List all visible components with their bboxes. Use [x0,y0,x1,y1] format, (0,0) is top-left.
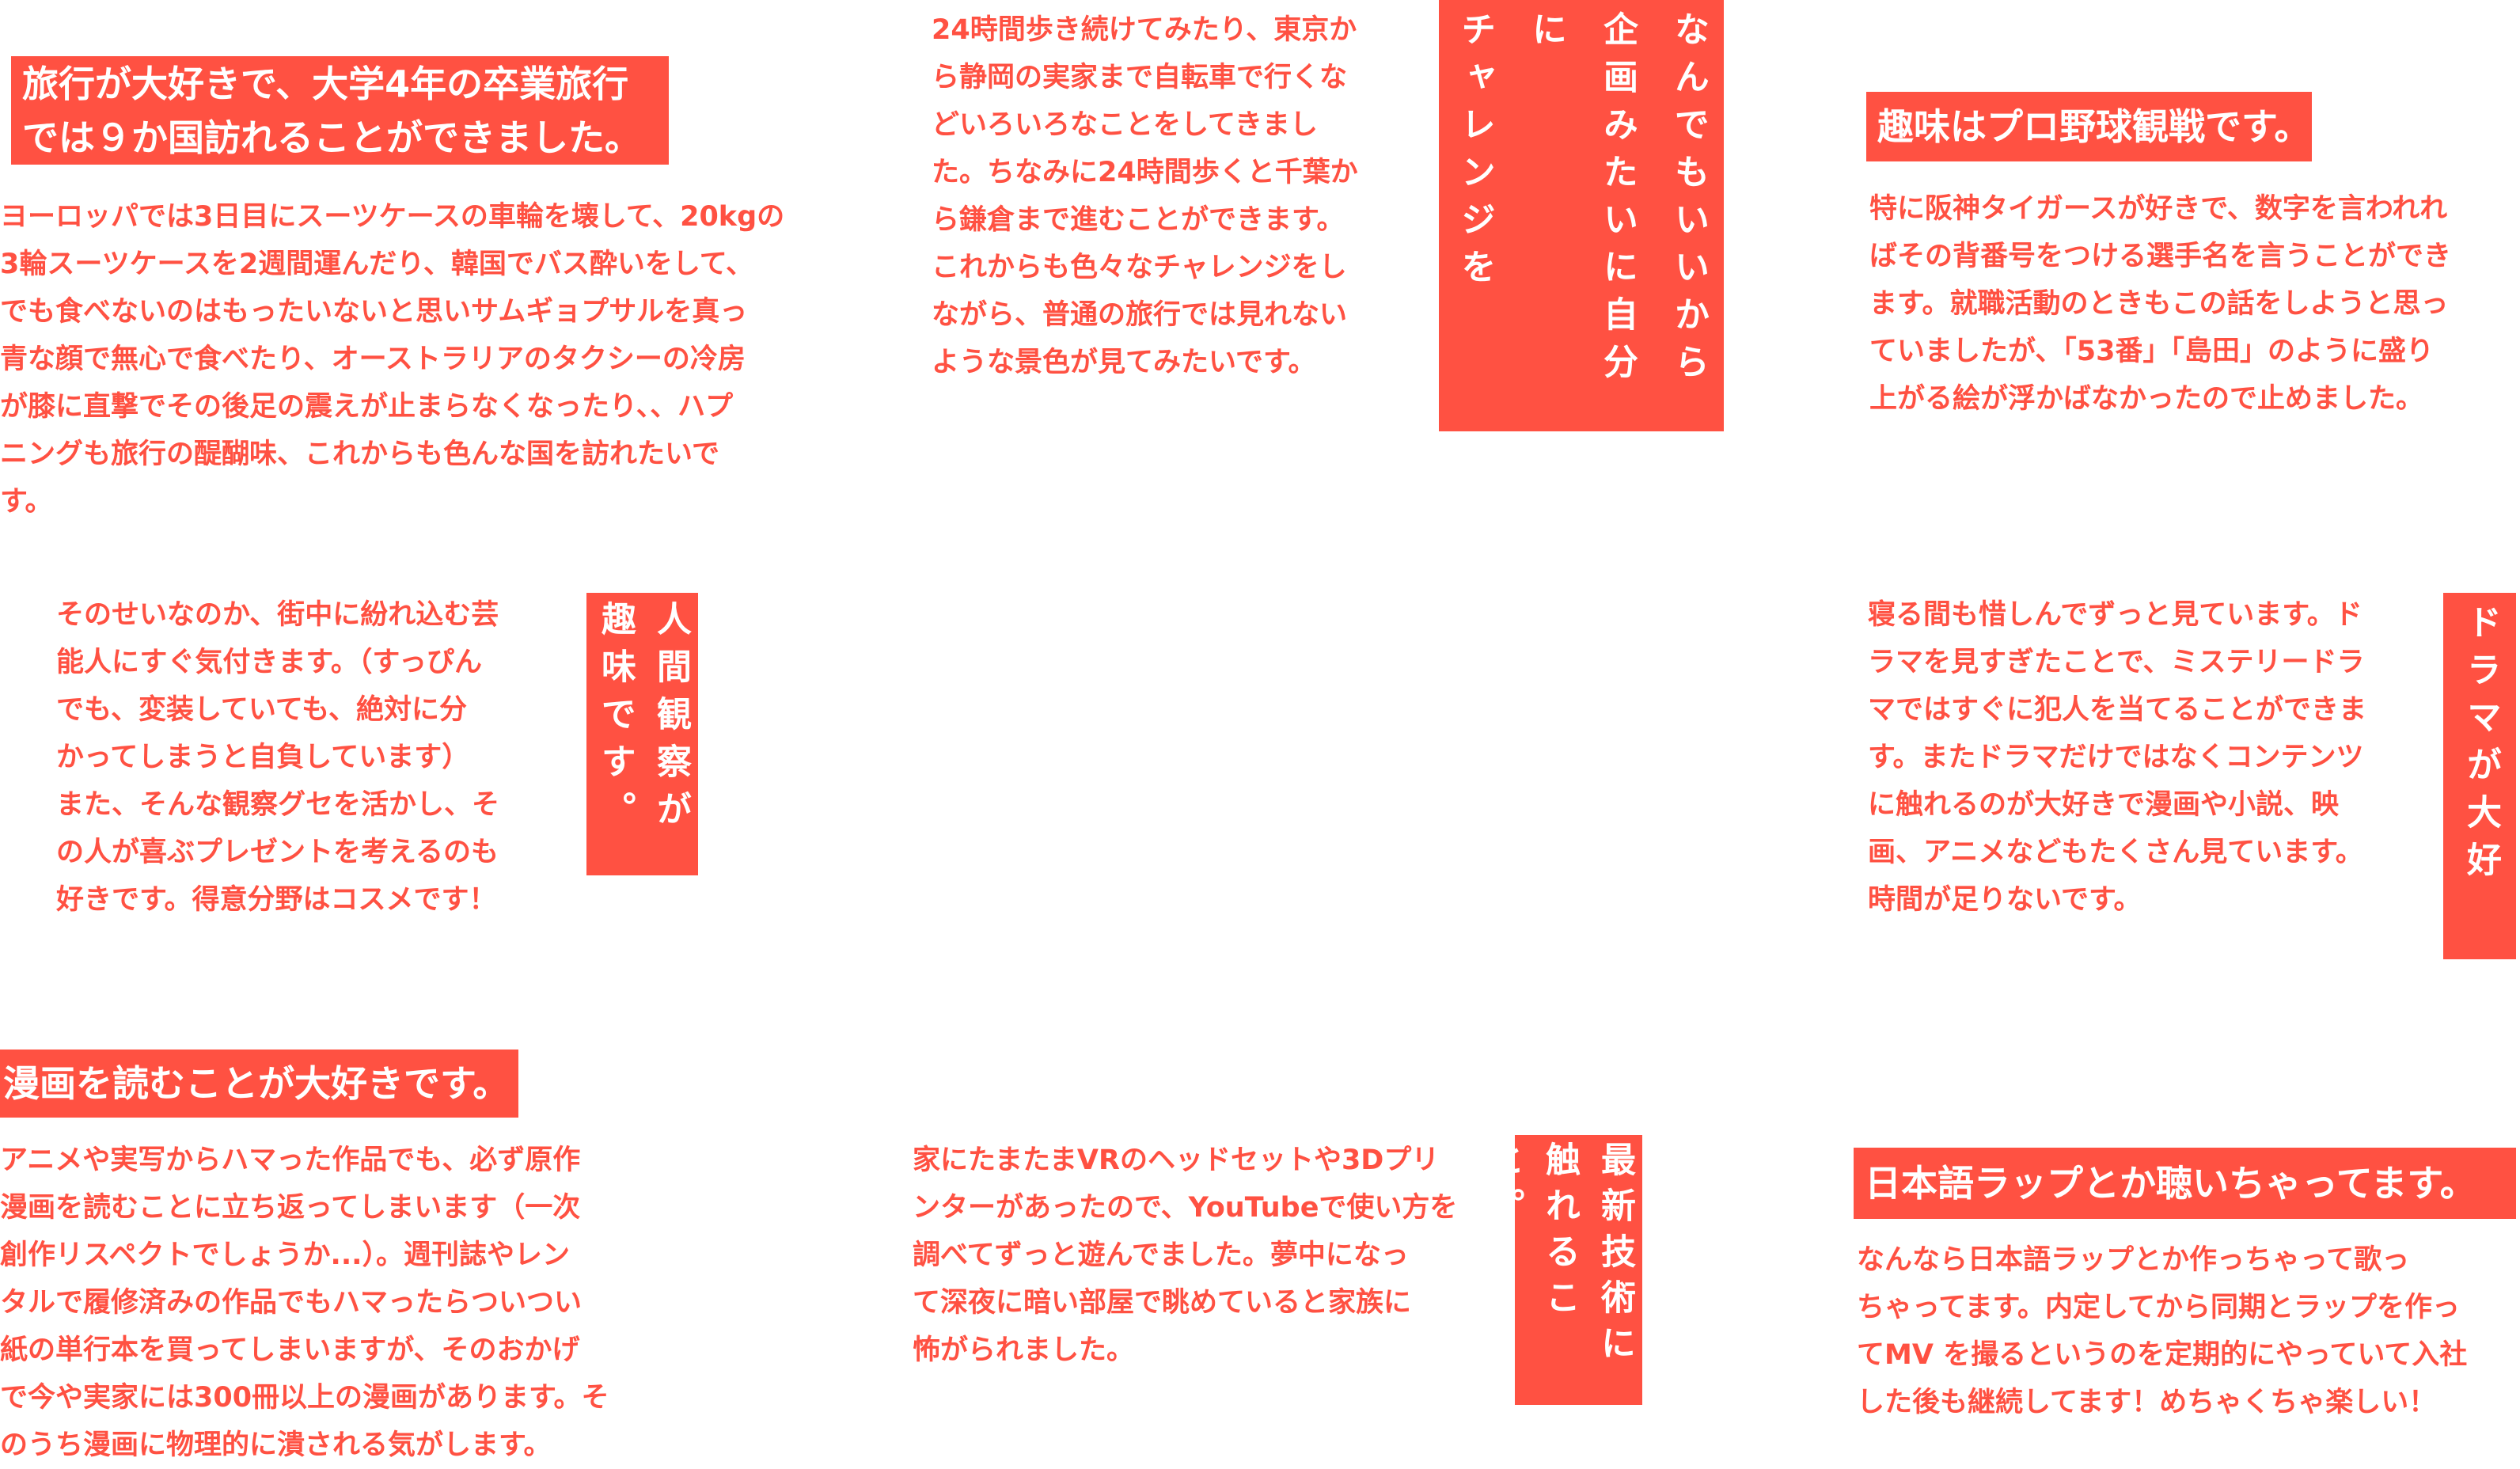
travel-description: ヨーロッパでは3日目にスーツケースの車輪を壊して、20kgの 3輪スーツケースを2… [0,193,784,526]
people-watching-vertical-heading: 人間観察が 趣味です。 [586,593,698,875]
text-line: 能人にすぐ気付きます。（すっぴん [56,647,482,678]
text-line: ながら、普通の旅行では見れない [932,299,1348,331]
text-line: す。 [0,486,53,518]
text-line: 特に阪神タイガースが好きで、数字を言われれ [1869,193,2448,225]
text-line: ラマを見すぎたことで、ミステリードラ [1868,647,2365,678]
text-line: どいろいろなことをしてきまし [932,109,1318,141]
vertical-heading-column: 趣味です。 [595,601,636,838]
text-line: かってしまうと自負しています） [56,742,470,773]
text-line: ら鎌倉まで進むことができます。 [932,204,1345,236]
text-line: 上がる絵が浮かばなかったので止めました。 [1869,383,2424,415]
manga-heading: 漫画を読むことが大好きです。 [0,1050,518,1118]
text-line: が膝に直撃でその後足の震えが止まらなくなったり、、ハプ [0,391,734,423]
text-line: 創作リスペクトでしょうか...）。週刊誌やレン [0,1239,570,1271]
vertical-heading-column: 触れること。 [1515,1141,1580,1325]
baseball-description: 特に阪神タイガースが好きで、数字を言われれ ばその背番号をつける選手名を言うことが… [1869,185,2451,423]
text-line: のうち漫画に物理的に潰される気がします。 [0,1429,552,1461]
text-line: では９か国訪れることができました。 [22,116,641,159]
text-line: 24時間歩き続けてみたり、東京か [932,14,1357,46]
drama-description: 寝る間も惜しんでずっと見ています。ド ラマを見すぎたことで、ミステリードラ マではす… [1868,591,2366,924]
text-line: で今や実家には300冊以上の漫画があります。そ [0,1382,609,1414]
text-line: タルで履修済みの作品でもハマったらついつい [0,1287,583,1319]
text-line: 調べてずっと遊んでました。夢中になっ [913,1239,1409,1271]
text-line: ヨーロッパでは3日目にスーツケースの車輪を壊して、20kgの [0,201,785,233]
text-line: ら静岡の実家まで自転車で行くな [932,62,1348,93]
text-line: した後も継続してます！めちゃくちゃ楽しい！ [1857,1387,2437,1418]
text-line: に触れるのが大好きで漫画や小説、映 [1868,789,2340,821]
text-line: ばその背番号をつける選手名を言うことができ [1869,241,2452,272]
text-line: 好きです。得意分野はコスメです！ [56,884,497,916]
text-line: 紙の単行本を買ってしまいますが、そのおかげ [0,1334,580,1366]
text-line: て深夜に暗い部屋で眺めていると家族に [913,1287,1412,1319]
text-line: 漫画を読むことが大好きです。 [3,1062,510,1105]
people-watching-description: そのせいなのか、街中に紛れ込む芸 能人にすぐ気付きます。（すっぴん でも、変装してい… [56,591,499,924]
text-line: なんなら日本語ラップとか作っちゃって歌っ [1857,1244,2410,1276]
tech-vertical-heading: 最新技術に触れること。 [1515,1135,1642,1405]
text-line: 青な顔で無心で食べたり、オーストラリアのタクシーの冷房 [0,344,746,375]
rap-heading: 日本語ラップとか聴いちゃってます。 [1854,1148,2516,1219]
text-line: 趣味はプロ野球観戦です。 [1877,105,2311,148]
vertical-heading-column: 人間観察が [651,601,691,838]
text-line: 漫画を読むことに立ち返ってしまいます（一次 [0,1192,581,1224]
text-line: でも、変装していても、絶対に分 [56,694,468,726]
text-line: す。またドラマだけではなくコンテンツ [1868,742,2364,773]
travel-heading: 旅行が大好きで、大学4年の卒業旅行 では９か国訪れることができました。 [11,56,669,165]
text-line: また、そんな観察グセを活かし、そ [56,789,500,821]
text-line: ニングも旅行の醍醐味、これからも色んな国を訪れたいで [0,438,719,470]
text-line: ンターがあったので、YouTubeで使い方を [913,1192,1458,1224]
text-line: ます。就職活動のときもこの話をしようと思っ [1869,288,2449,320]
text-line: 家にたまたまVRのヘッドセットや3Dプリ [913,1144,1440,1176]
text-line: そのせいなのか、街中に紛れ込む芸 [56,599,499,631]
manga-description: アニメや実写からハマった作品でも、必ず原作 漫画を読むことに立ち返ってしまいます（… [0,1137,609,1469]
vertical-heading-column: ドラマが大好き。 [2461,604,2501,889]
vertical-heading-column: 最新技術に [1595,1141,1635,1371]
text-line: ちゃってます。内定してから同期とラップを作っ [1857,1292,2460,1323]
vertical-heading-column: チャレンジを [1455,11,1495,296]
drama-vertical-heading: ドラマが大好き。 [2443,593,2516,959]
text-line: ような景色が見てみたいです。 [932,347,1316,378]
text-line: 怖がられました。 [913,1334,1135,1366]
challenge-vertical-heading: なんでもいいから企画みたいに自分にチャレンジを課すのが好きです。 [1439,0,1724,431]
vertical-heading-column: なんでもいいから [1668,11,1709,391]
text-line: 日本語ラップとか聴いちゃってます。 [1865,1162,2476,1205]
text-line: マではすぐに犯人を当てることができま [1868,694,2367,726]
baseball-heading: 趣味はプロ野球観戦です。 [1866,92,2312,161]
vertical-heading-column: 企画みたいに自分に [1526,11,1638,391]
text-line: 3輪スーツケースを2週間運んだり、韓国でバス酔いをして、 [0,249,754,280]
text-line: てMV を撮るというのを定期的にやっていて入社 [1857,1339,2468,1371]
text-line: アニメや実写からハマった作品でも、必ず原作 [0,1144,581,1176]
text-line: の人が喜ぶプレゼントを考えるのも [56,837,499,868]
text-line: これからも色々なチャレンジをし [932,252,1347,283]
text-line: 旅行が大好きで、大学4年の卒業旅行 [22,62,629,105]
text-line: た。ちなみに24時間歩くと千葉か [932,157,1358,188]
text-line: ていましたが、「53番」「島田」のように盛り [1869,336,2435,367]
text-line: 画、アニメなどもたくさん見ています。 [1868,837,2363,868]
rap-description: なんなら日本語ラップとか作っちゃって歌っちゃってます。内定してから同期とラップを… [1857,1236,2467,1426]
challenge-description: 24時間歩き続けてみたり、東京か ら静岡の実家まで自転車で行くな どいろいろなことを… [932,6,1358,386]
text-line: 寝る間も惜しんでずっと見ています。ド [1868,599,2362,631]
tech-description: 家にたまたまVRのヘッドセットや3Dプリ ンターがあったので、YouTubeで使い… [913,1137,1457,1374]
text-line: 時間が足りないです。 [1868,884,2142,916]
text-line: でも食べないのはもったいないと思いサムギョプサルを真っ [0,296,748,328]
